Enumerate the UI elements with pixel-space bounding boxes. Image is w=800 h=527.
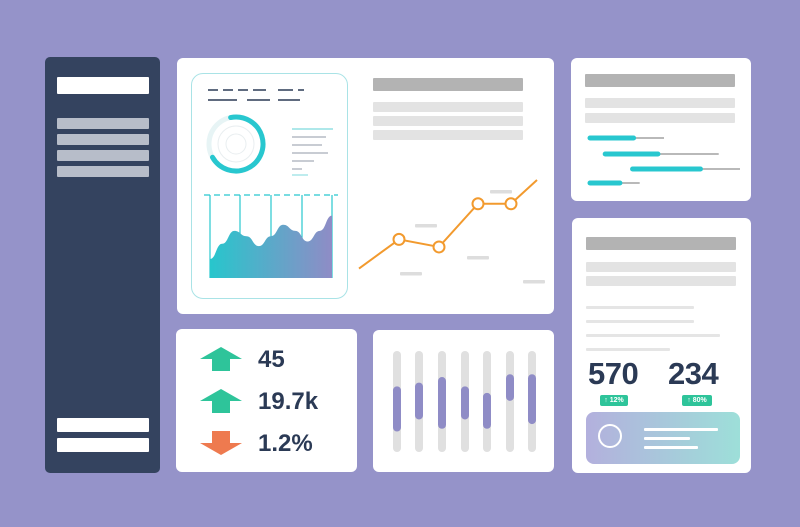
- sidebar-footer-item[interactable]: [57, 438, 149, 452]
- metrics-text-placeholder: [586, 276, 736, 286]
- metrics-card: 570 234 ↑ 12% ↑ 80%: [572, 218, 751, 473]
- sidebar-item[interactable]: [57, 166, 149, 177]
- trend-point: [471, 197, 485, 211]
- gantt-text-placeholder: [585, 98, 735, 108]
- gantt-chart: [587, 135, 740, 186]
- metric-value: 234: [668, 356, 719, 391]
- mini-dashboard-graphics: [204, 89, 338, 278]
- sidebar-footer-item[interactable]: [57, 418, 149, 432]
- trend-label-placeholder: [467, 256, 489, 260]
- mini-dashboard-panel: [191, 73, 348, 299]
- donut-legend: [292, 128, 333, 176]
- sidebar-item[interactable]: [57, 150, 149, 161]
- chart-text-placeholder: [373, 116, 523, 126]
- trend-point: [392, 232, 406, 246]
- sidebar-item[interactable]: [57, 118, 149, 129]
- area-chart-fill: [210, 215, 332, 278]
- profile-line: [644, 446, 698, 449]
- metrics-text-placeholder: [586, 262, 736, 272]
- stat-value: 19.7k: [258, 388, 319, 415]
- chart-title-placeholder: [373, 78, 523, 91]
- range-bars-card: [373, 330, 554, 472]
- trend-line-chart: [358, 179, 545, 284]
- range-bar-chart: [393, 351, 536, 452]
- panel-header-lines: [208, 89, 304, 101]
- metrics-line: [586, 320, 694, 323]
- metrics-line: [586, 306, 694, 309]
- metric-badge: ↑ 12%: [600, 395, 628, 406]
- trend-label-placeholder: [415, 224, 437, 228]
- donut-core-ring: [225, 133, 247, 155]
- donut-arc: [209, 114, 266, 174]
- metric-badge: ↑ 80%: [682, 395, 712, 406]
- stat-value: 45: [258, 346, 285, 373]
- chart-text-placeholder: [373, 102, 523, 112]
- metrics-line: [586, 348, 670, 351]
- gantt-title-placeholder: [585, 74, 735, 87]
- metric-value: 570: [588, 356, 639, 391]
- stats-card: 45 19.7k 1.2%: [176, 329, 357, 472]
- trend-point: [504, 197, 518, 211]
- stat-value: 1.2%: [258, 430, 313, 457]
- sidebar: [45, 57, 160, 473]
- avatar: [598, 424, 622, 448]
- sidebar-title-placeholder: [57, 77, 149, 94]
- profile-line: [644, 437, 690, 440]
- profile-banner[interactable]: [586, 412, 740, 464]
- donut-inner-ring: [217, 125, 255, 163]
- metrics-title-placeholder: [586, 237, 736, 250]
- trend-label-placeholder: [490, 190, 512, 194]
- main-chart-card: [177, 58, 554, 314]
- down-arrow-icon: [200, 431, 242, 455]
- profile-line: [644, 428, 718, 431]
- trend-label-placeholder: [523, 280, 545, 284]
- metrics-line: [586, 334, 720, 337]
- gantt-card: [571, 58, 751, 201]
- chart-text-placeholder: [373, 130, 523, 140]
- trend-label-placeholder: [400, 272, 422, 276]
- trend-point: [432, 240, 446, 254]
- up-arrow-icon: [200, 347, 242, 371]
- gantt-text-placeholder: [585, 113, 735, 123]
- sidebar-item[interactable]: [57, 134, 149, 145]
- up-arrow-icon: [200, 389, 242, 413]
- donut-chart: [206, 114, 266, 174]
